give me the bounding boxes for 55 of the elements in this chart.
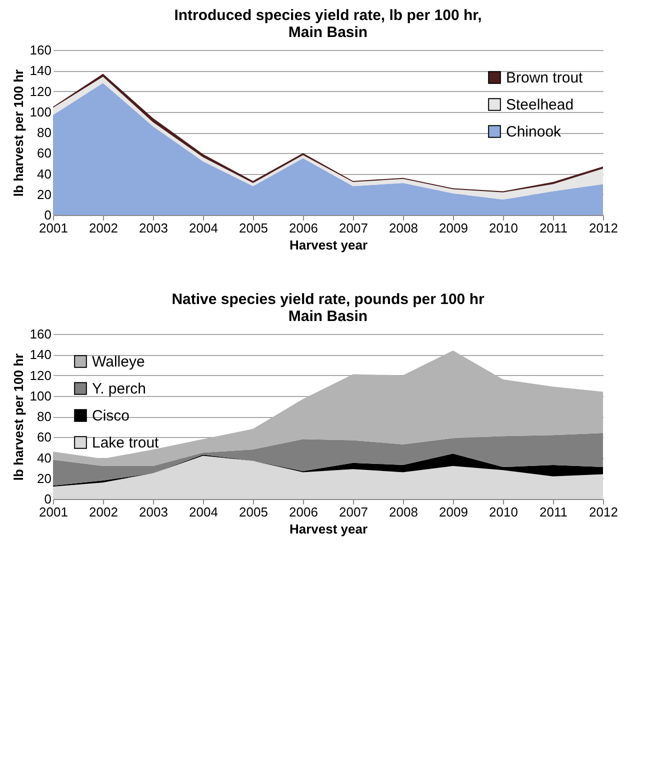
x-tick-label: 2005 <box>239 504 268 520</box>
chart-title: Native species yield rate, pounds per 100 hr Main Basin <box>172 291 484 325</box>
y-tick-label: 0 <box>44 208 52 222</box>
y-tick-label: 80 <box>37 125 52 140</box>
x-tick-label: 2003 <box>139 504 168 520</box>
x-tick-label: 2008 <box>389 504 418 520</box>
y-tick-label: 40 <box>37 450 52 466</box>
x-tick-label: 2006 <box>289 220 318 236</box>
x-tick-label: 2004 <box>189 504 218 520</box>
y-tick-label: 20 <box>37 186 52 202</box>
x-tick-label: 2012 <box>589 220 618 236</box>
x-tick-label: 2009 <box>439 504 468 520</box>
y-tick-label: 20 <box>37 470 52 486</box>
y-tick-label: 60 <box>37 146 52 161</box>
x-tick-label: 2004 <box>189 220 218 236</box>
x-tick-label: 2005 <box>239 220 268 236</box>
x-axis-title: Harvest year <box>289 522 368 536</box>
x-tick-label: 2010 <box>489 220 518 236</box>
y-tick-label: 100 <box>30 388 52 404</box>
y-tick-label: 160 <box>30 42 52 58</box>
legend-label: Chinook <box>506 124 562 140</box>
legend-label: Cisco <box>92 408 130 424</box>
x-tick-label: 2006 <box>289 504 318 520</box>
x-tick-label: 2011 <box>540 504 568 520</box>
legend-label: Steelhead <box>506 96 574 114</box>
y-tick-label: 140 <box>30 347 52 362</box>
y-tick-label: 100 <box>30 104 52 120</box>
legend-label: Brown trout <box>506 70 584 86</box>
x-tick-label: 2001 <box>39 504 68 520</box>
legend-label: Walleye <box>92 354 145 370</box>
chart-title: Introduced species yield rate, lb per 100 hr, Main Basin <box>174 7 482 41</box>
y-tick-label: 120 <box>30 84 52 99</box>
y-tick-label: 160 <box>30 326 52 342</box>
y-axis-title: lb harvest per 100 hr <box>10 353 26 481</box>
x-tick-label: 2003 <box>139 220 168 236</box>
y-tick-label: 40 <box>37 166 52 182</box>
y-tick-label: 80 <box>37 409 52 424</box>
x-tick-label: 2008 <box>389 220 418 236</box>
y-tick-label: 0 <box>44 492 52 506</box>
x-axis-title: Harvest year <box>289 238 368 252</box>
x-tick-label: 2009 <box>439 220 468 236</box>
legend-label: Y. perch <box>92 380 146 398</box>
x-tick-label: 2011 <box>540 220 568 236</box>
y-tick-label: 120 <box>30 368 52 383</box>
y-tick-label: 60 <box>37 430 52 445</box>
y-axis-title: lb harvest per 100 hr <box>10 69 26 197</box>
x-tick-label: 2007 <box>339 220 368 236</box>
x-tick-label: 2007 <box>339 504 368 520</box>
x-tick-label: 2012 <box>589 504 618 520</box>
y-tick-label: 140 <box>30 63 52 78</box>
x-tick-label: 2002 <box>89 504 118 520</box>
legend-label: Lake trout <box>92 434 160 452</box>
x-tick-label: 2001 <box>39 220 68 236</box>
x-tick-label: 2010 <box>489 504 518 520</box>
x-tick-label: 2002 <box>89 220 118 236</box>
